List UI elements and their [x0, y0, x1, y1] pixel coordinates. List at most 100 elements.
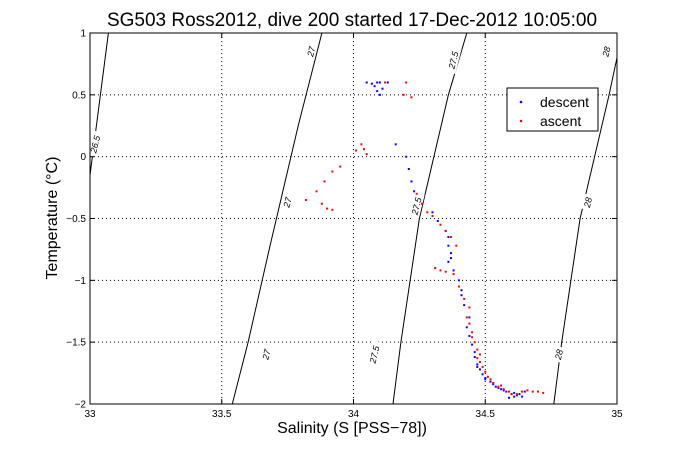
point-descent [476, 365, 479, 368]
point-descent [513, 395, 516, 398]
point-ascent [476, 357, 479, 360]
point-descent [494, 385, 497, 388]
point-ascent [508, 390, 510, 393]
point-ascent [542, 391, 545, 394]
isopycnal-label: 27 [303, 42, 318, 61]
isopycnal-label-text: 28 [553, 348, 565, 361]
point-ascent [421, 202, 423, 205]
isopycnal-label-bg [365, 340, 383, 369]
point-descent [521, 395, 524, 398]
point-ascent [426, 211, 429, 214]
isopycnal-label: 27 [279, 193, 295, 211]
point-ascent [339, 165, 342, 168]
point-ascent [431, 215, 434, 217]
point-descent [447, 260, 450, 263]
point-ascent [365, 153, 368, 156]
point-ascent [500, 384, 503, 387]
y-axis-ticks: 1 0.5 0 −0.5 −1 −1.5 −2 [66, 29, 617, 411]
point-ascent [489, 378, 492, 381]
point-descent [376, 81, 379, 84]
x-tick-label: 35 [611, 409, 623, 420]
point-descent [484, 377, 487, 379]
point-ascent [471, 336, 474, 339]
point-descent [365, 81, 368, 84]
point-descent [476, 363, 479, 366]
point-descent [502, 389, 505, 392]
point-descent [463, 304, 466, 307]
point-ascent [471, 331, 474, 334]
y-tick-label: −1 [75, 276, 87, 287]
point-descent [523, 390, 526, 393]
point-ascent [457, 285, 460, 288]
point-descent [386, 81, 389, 84]
point-ascent [450, 236, 452, 238]
y-tick-label: −0.5 [66, 214, 86, 225]
isopycnal-label: 27.5 [444, 46, 462, 75]
point-ascent [402, 93, 405, 96]
point-ascent [492, 382, 495, 384]
point-descent [450, 252, 452, 255]
point-ascent [521, 390, 524, 393]
isopycnal-label-bg [279, 193, 295, 211]
isopycnal-label-bg [444, 46, 462, 75]
isopycnal-label-bg [258, 345, 274, 363]
isopycnal-label-text: 27 [305, 45, 318, 59]
data-points [305, 81, 545, 399]
isopycnal-label-bg [303, 42, 318, 61]
isopycnal-line [392, 32, 468, 405]
isopycnal-label: 28 [551, 345, 566, 363]
isopycnal-label: 28 [598, 42, 614, 61]
legend-label-ascent: ascent [540, 113, 581, 129]
point-descent [471, 343, 474, 346]
point-ascent [481, 365, 484, 368]
point-descent [370, 82, 373, 85]
point-ascent [415, 192, 418, 195]
point-descent [378, 93, 381, 96]
x-axis-label: Salinity (S [PSS−78]) [277, 420, 427, 437]
point-ascent [476, 348, 479, 351]
point-descent [513, 391, 516, 394]
y-tick-label: 0 [80, 152, 86, 163]
y-tick-label: 0.5 [72, 90, 86, 101]
point-ascent [410, 96, 413, 99]
point-ascent [331, 170, 334, 173]
point-ascent [384, 81, 387, 84]
legend-marker-descent [519, 100, 523, 104]
point-descent [489, 380, 492, 383]
point-ascent [305, 199, 308, 201]
point-descent [452, 269, 455, 272]
point-ascent [473, 341, 476, 344]
point-descent [500, 388, 503, 391]
isopycnal-label-text: 27 [281, 195, 294, 209]
point-ascent [526, 389, 529, 392]
point-ascent [444, 270, 447, 273]
isopycnal-label: 27.5 [365, 340, 383, 369]
point-descent [515, 394, 518, 397]
point-ascent [439, 223, 442, 226]
x-axis-ticks: 33 33.5 34 34.5 35 [84, 33, 623, 420]
legend-box [506, 87, 599, 132]
isopycnal-label-bg [580, 193, 595, 211]
point-descent [484, 378, 487, 381]
point-descent [460, 294, 463, 297]
x-tick-label: 34 [348, 409, 360, 420]
isopycnal-label-bg [598, 42, 614, 61]
point-descent [394, 143, 397, 146]
point-ascent [531, 390, 534, 393]
point-descent [473, 351, 476, 354]
isopycnal-label-text: 27.5 [446, 50, 460, 71]
point-ascent [444, 229, 447, 232]
isopycnal-label-bg [551, 345, 566, 363]
point-ascent [455, 244, 458, 247]
point-descent [465, 326, 468, 329]
isopycnal-label-bg [407, 192, 425, 220]
isopycnal-label-bg [86, 130, 104, 159]
point-ascent [468, 306, 471, 309]
point-descent [376, 90, 379, 93]
x-tick-label: 34.5 [476, 409, 496, 420]
point-ascent [515, 393, 518, 396]
point-descent [378, 81, 381, 84]
point-descent [518, 393, 521, 396]
isopycnal-label: 28 [580, 193, 595, 211]
